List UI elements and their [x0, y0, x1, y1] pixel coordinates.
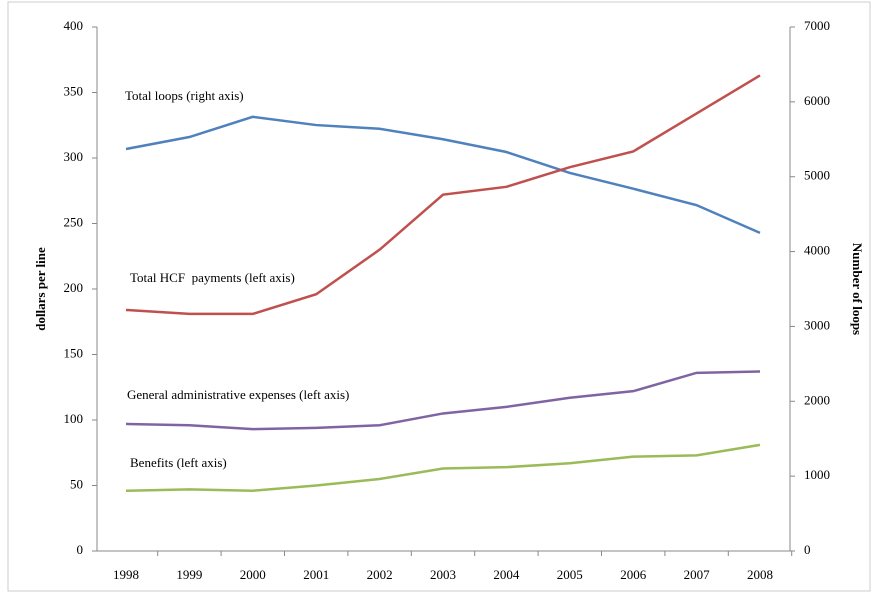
y-tick-label: 50: [70, 476, 83, 491]
x-tick-label: 2006: [620, 567, 647, 582]
y-tick-label: 400: [64, 18, 84, 33]
x-tick-label: 2000: [240, 567, 266, 582]
x-tick-label: 2007: [684, 567, 711, 582]
x-tick-label: 2003: [430, 567, 456, 582]
series-label: Total HCF payments (left axis): [130, 270, 295, 285]
series-line: [125, 74, 761, 316]
y-axis-label: dollars per line: [33, 247, 48, 331]
frame: [7, 1, 871, 592]
y2-tick-label: 2000: [804, 392, 830, 407]
series-label: General administrative expenses (left ax…: [127, 387, 349, 402]
y-tick-label: 350: [64, 83, 84, 98]
x-tick-label: 1998: [113, 567, 139, 582]
y2-tick-label: 0: [804, 542, 811, 557]
y-tick-label: 250: [64, 214, 84, 229]
series-label: Benefits (left axis): [130, 455, 227, 470]
y-tick-label: 200: [64, 280, 84, 295]
y2-tick-label: 5000: [804, 168, 830, 183]
y-tick-label: 0: [77, 542, 84, 557]
x-tick-label: 2004: [493, 567, 520, 582]
y2-tick-label: 7000: [804, 18, 830, 33]
y-tick-label: 100: [64, 411, 84, 426]
x-tick-label: 2005: [557, 567, 583, 582]
series-label: Total loops (right axis): [125, 88, 244, 103]
x-tick-label: 2008: [747, 567, 773, 582]
y-tick-label: 300: [64, 149, 84, 164]
y2-tick-label: 3000: [804, 317, 830, 332]
y2-axis-label: Number of loops: [850, 243, 865, 335]
series-line: [125, 115, 761, 235]
y2-tick-label: 4000: [804, 243, 830, 258]
x-tick-label: 1999: [176, 567, 202, 582]
x-tick-label: 2002: [367, 567, 393, 582]
x-tick-label: 2001: [303, 567, 329, 582]
series-line: [125, 443, 761, 492]
y2-tick-label: 6000: [804, 93, 830, 108]
y2-tick-label: 1000: [804, 467, 830, 482]
series-line: [125, 370, 761, 431]
y-tick-label: 150: [64, 345, 84, 360]
